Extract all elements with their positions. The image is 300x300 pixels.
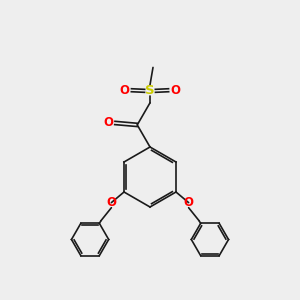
Text: O: O — [170, 84, 180, 97]
Text: O: O — [120, 84, 130, 97]
Text: O: O — [106, 196, 116, 209]
Text: S: S — [145, 84, 155, 97]
Text: O: O — [104, 116, 114, 130]
Text: O: O — [184, 196, 194, 209]
